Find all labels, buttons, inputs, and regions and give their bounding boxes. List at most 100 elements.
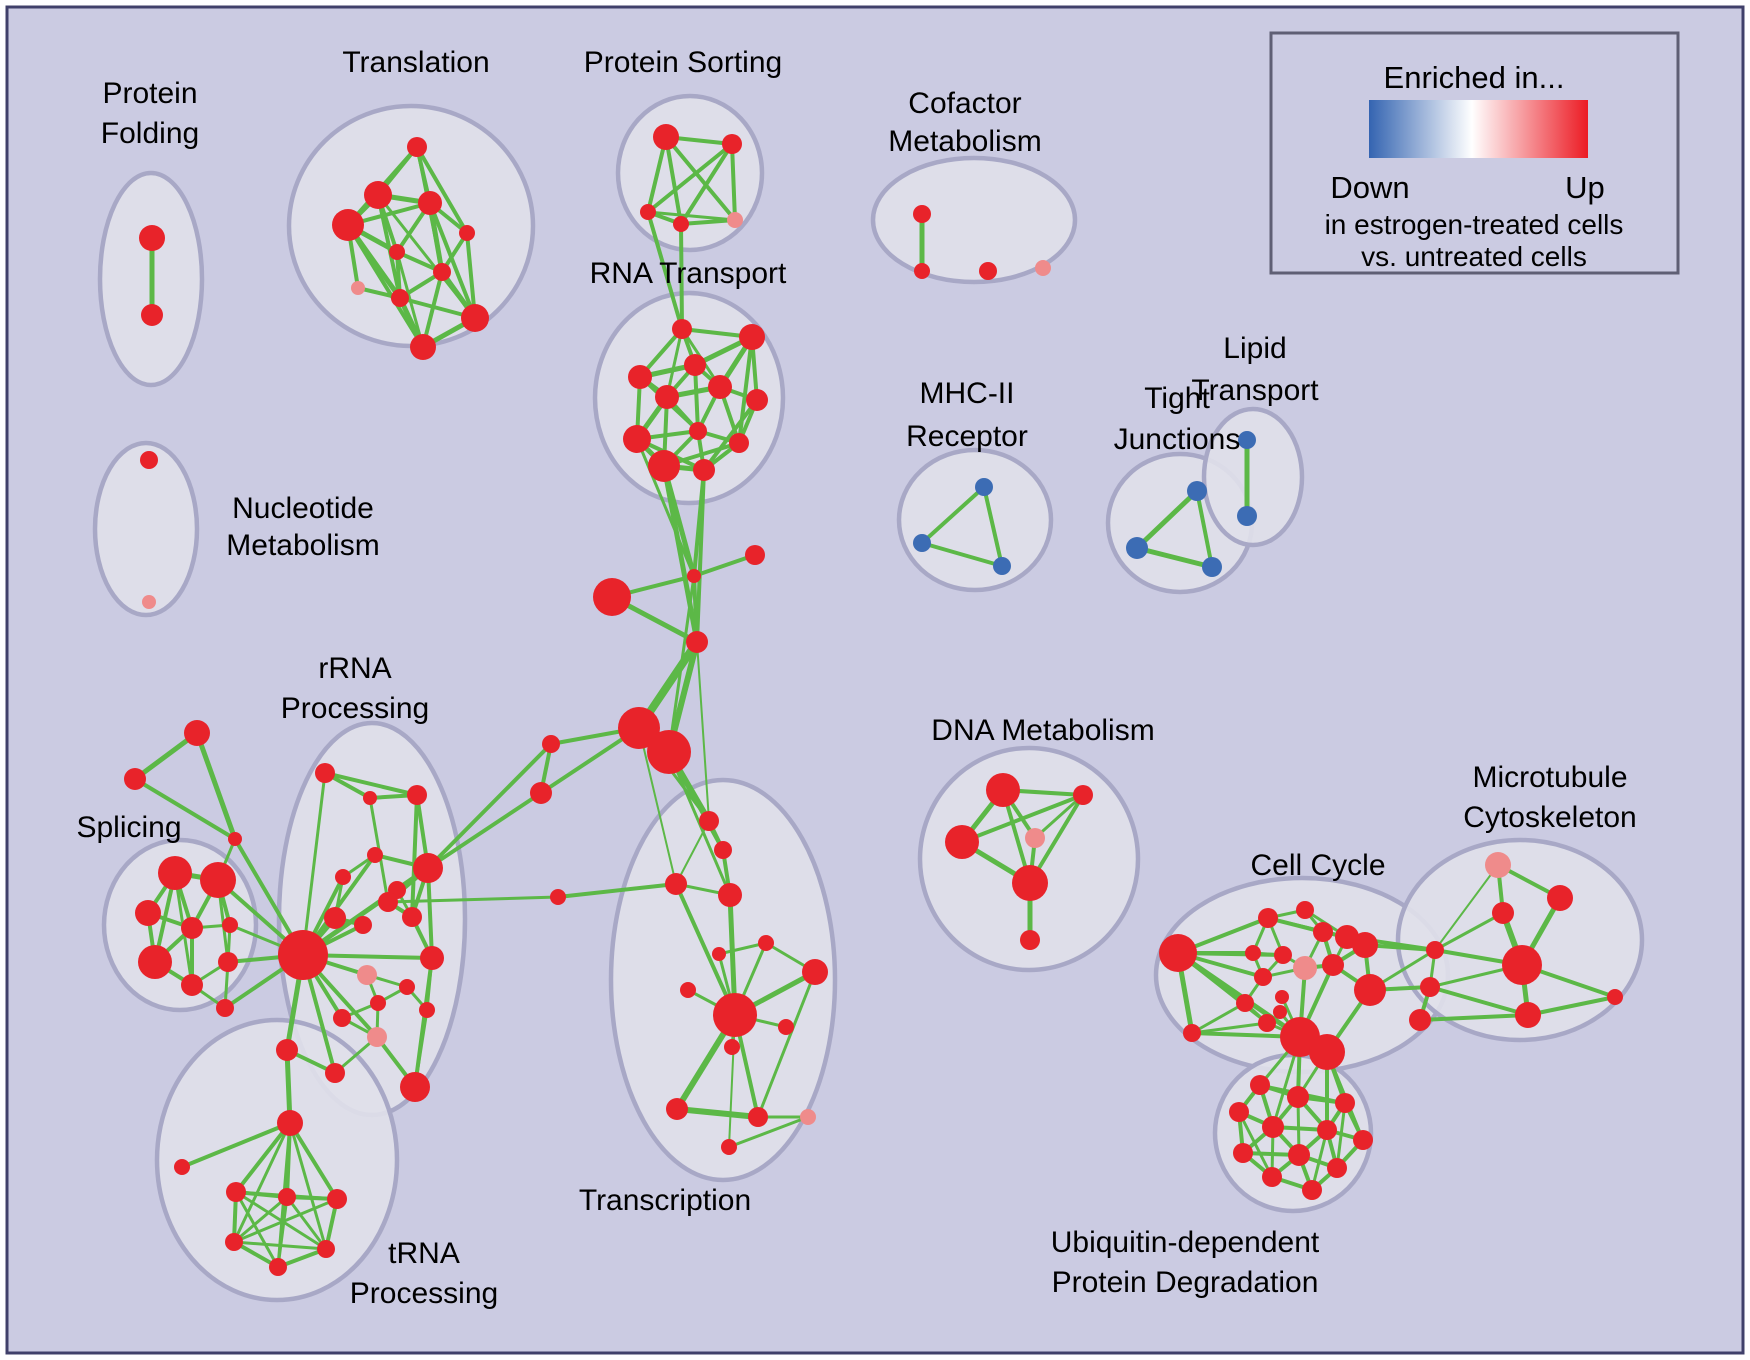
node-CCX[interactable] bbox=[1183, 1024, 1201, 1042]
node-RH[interactable] bbox=[278, 930, 328, 980]
node-T8[interactable] bbox=[351, 281, 365, 295]
node-RT3[interactable] bbox=[628, 365, 652, 389]
node-TJ3[interactable] bbox=[1202, 557, 1222, 577]
node-CF3[interactable] bbox=[979, 262, 997, 280]
node-C4[interactable] bbox=[686, 631, 708, 653]
node-TR2[interactable] bbox=[714, 841, 732, 859]
node-UB5[interactable] bbox=[1262, 1116, 1284, 1138]
node-SP4[interactable] bbox=[181, 917, 203, 939]
node-CC7[interactable] bbox=[1293, 956, 1317, 980]
node-TR10[interactable] bbox=[724, 1039, 740, 1055]
node-MTB[interactable] bbox=[1502, 945, 1542, 985]
node-DM5[interactable] bbox=[1012, 865, 1048, 901]
node-SP3[interactable] bbox=[135, 900, 161, 926]
node-CC14[interactable] bbox=[1258, 1014, 1276, 1032]
node-T3[interactable] bbox=[418, 191, 442, 215]
node-TRH[interactable] bbox=[713, 993, 757, 1037]
node-UB9[interactable] bbox=[1288, 1144, 1310, 1166]
node-CC2[interactable] bbox=[1296, 901, 1314, 919]
node-CC11[interactable] bbox=[1354, 974, 1386, 1006]
node-TR8[interactable] bbox=[680, 982, 696, 998]
node-RR10[interactable] bbox=[378, 892, 398, 912]
node-TR4[interactable] bbox=[718, 883, 742, 907]
node-RT11[interactable] bbox=[648, 450, 680, 482]
node-CC6[interactable] bbox=[1274, 946, 1292, 964]
node-NM1[interactable] bbox=[140, 451, 158, 469]
node-CC9[interactable] bbox=[1322, 954, 1344, 976]
node-CC13[interactable] bbox=[1275, 990, 1289, 1004]
node-MT6[interactable] bbox=[1409, 1009, 1431, 1031]
node-HUB2[interactable] bbox=[647, 730, 691, 774]
node-TR9[interactable] bbox=[778, 1019, 794, 1035]
node-PS2[interactable] bbox=[722, 134, 742, 154]
node-TR6[interactable] bbox=[758, 935, 774, 951]
node-UB1[interactable] bbox=[1250, 1075, 1270, 1095]
node-TN6[interactable] bbox=[317, 1240, 335, 1258]
node-TR11[interactable] bbox=[666, 1098, 688, 1120]
node-SP9[interactable] bbox=[216, 999, 234, 1017]
node-UB3[interactable] bbox=[1335, 1093, 1355, 1113]
node-UB4[interactable] bbox=[1229, 1102, 1249, 1122]
node-TN5[interactable] bbox=[225, 1233, 243, 1251]
node-T10[interactable] bbox=[461, 304, 489, 332]
node-RT4[interactable] bbox=[684, 354, 706, 376]
node-MH3[interactable] bbox=[993, 557, 1011, 575]
node-SP7[interactable] bbox=[181, 974, 203, 996]
node-TH[interactable] bbox=[277, 1110, 303, 1136]
node-MT5[interactable] bbox=[1607, 989, 1623, 1005]
node-UB6[interactable] bbox=[1317, 1120, 1337, 1140]
node-CCH[interactable] bbox=[1159, 934, 1197, 972]
node-CC3[interactable] bbox=[1313, 922, 1333, 942]
node-RR14[interactable] bbox=[370, 995, 386, 1011]
node-DM1[interactable] bbox=[986, 773, 1020, 807]
node-TN2[interactable] bbox=[226, 1182, 246, 1202]
node-RT8[interactable] bbox=[689, 422, 707, 440]
node-LT1[interactable] bbox=[1238, 431, 1256, 449]
node-C2[interactable] bbox=[745, 545, 765, 565]
node-CC10[interactable] bbox=[1352, 932, 1378, 958]
node-RT6[interactable] bbox=[655, 385, 679, 409]
node-PS4[interactable] bbox=[673, 216, 689, 232]
node-T11[interactable] bbox=[410, 334, 436, 360]
node-TN4[interactable] bbox=[327, 1189, 347, 1209]
node-CC12[interactable] bbox=[1236, 994, 1254, 1012]
node-CC15[interactable] bbox=[1273, 1005, 1287, 1019]
node-TR12[interactable] bbox=[748, 1107, 768, 1127]
node-TJ2[interactable] bbox=[1126, 537, 1148, 559]
node-RT1[interactable] bbox=[672, 319, 692, 339]
node-RT2[interactable] bbox=[739, 324, 765, 350]
node-UB2[interactable] bbox=[1287, 1086, 1309, 1108]
node-TR3[interactable] bbox=[665, 873, 687, 895]
node-CC1[interactable] bbox=[1258, 908, 1278, 928]
node-DM3[interactable] bbox=[945, 825, 979, 859]
node-RT12[interactable] bbox=[693, 459, 715, 481]
node-MT1[interactable] bbox=[1485, 852, 1511, 878]
node-LT2[interactable] bbox=[1237, 506, 1257, 526]
node-RR16[interactable] bbox=[419, 1002, 435, 1018]
node-CF4[interactable] bbox=[1035, 260, 1051, 276]
node-SP1[interactable] bbox=[158, 856, 192, 890]
node-RR8[interactable] bbox=[324, 907, 346, 929]
node-RR21[interactable] bbox=[276, 1039, 298, 1061]
node-MT4[interactable] bbox=[1515, 1002, 1541, 1028]
node-T5[interactable] bbox=[459, 225, 475, 241]
node-TN1[interactable] bbox=[174, 1159, 190, 1175]
node-RR17[interactable] bbox=[333, 1009, 351, 1027]
node-RR6[interactable] bbox=[413, 853, 443, 883]
node-RR3[interactable] bbox=[407, 785, 427, 805]
node-UB12[interactable] bbox=[1302, 1180, 1322, 1200]
node-CF1[interactable] bbox=[913, 205, 931, 223]
node-CC5[interactable] bbox=[1245, 945, 1261, 961]
node-NM2[interactable] bbox=[142, 595, 156, 609]
node-X2[interactable] bbox=[124, 768, 146, 790]
node-RR18[interactable] bbox=[367, 1027, 387, 1047]
node-X3[interactable] bbox=[228, 832, 242, 846]
node-T1[interactable] bbox=[407, 137, 427, 157]
node-C3[interactable] bbox=[593, 578, 631, 616]
node-RR9[interactable] bbox=[354, 916, 372, 934]
node-CCB2[interactable] bbox=[1309, 1034, 1345, 1070]
node-RR15[interactable] bbox=[399, 979, 415, 995]
node-TJ1[interactable] bbox=[1187, 481, 1207, 501]
node-MH2[interactable] bbox=[913, 534, 931, 552]
node-RR11[interactable] bbox=[402, 907, 422, 927]
